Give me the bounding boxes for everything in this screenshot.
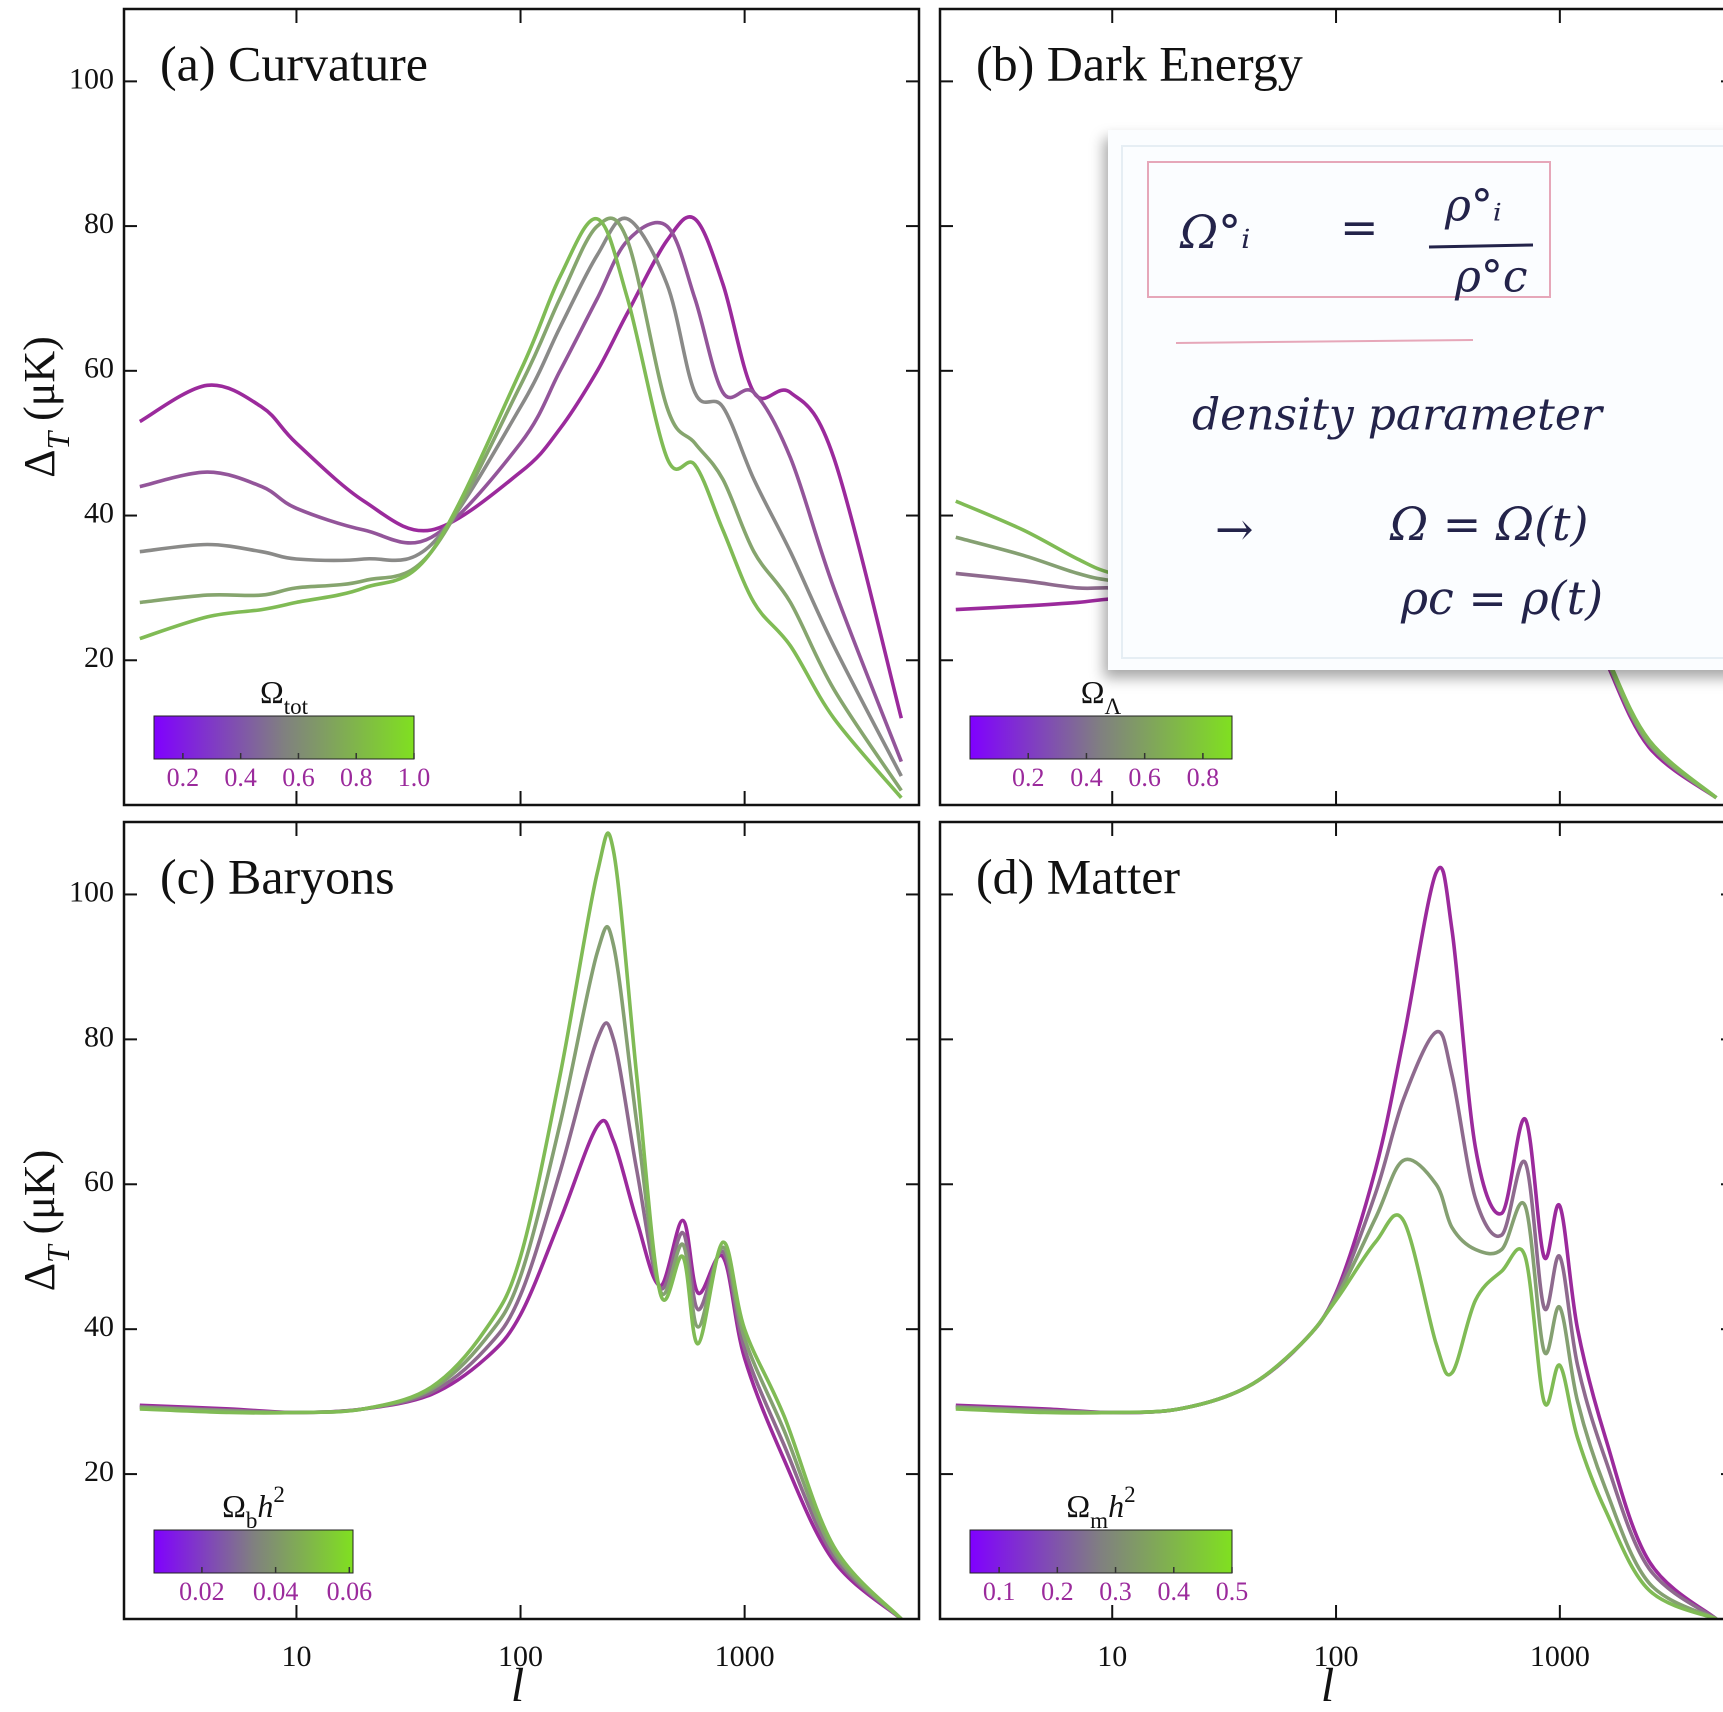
colorbar-tick-label: 0.8 bbox=[1187, 763, 1220, 792]
colorbar-tick-label: 0.2 bbox=[1041, 1577, 1074, 1606]
colorbar bbox=[970, 716, 1232, 759]
label-part: Ω bbox=[222, 1488, 246, 1524]
label-part: 2 bbox=[1124, 1481, 1136, 1507]
plot-frame bbox=[940, 822, 1723, 1619]
y-tick-label: 40 bbox=[84, 1310, 114, 1343]
x-tick-label: 10 bbox=[281, 1640, 311, 1673]
colorbar-label: Ωbh2 bbox=[222, 1481, 285, 1533]
note-line: Ω = Ω(t) bbox=[1389, 497, 1588, 551]
colorbar-tick-label: 0.4 bbox=[224, 763, 257, 792]
panel-title: (a) Curvature bbox=[160, 35, 428, 91]
x-axis-label: l bbox=[1321, 1659, 1334, 1712]
colorbar-tick-label: 0.02 bbox=[179, 1577, 225, 1606]
label-part: (μK) bbox=[15, 1150, 64, 1246]
label-part: Ω bbox=[1081, 674, 1105, 710]
label-part: h bbox=[1108, 1488, 1124, 1524]
note-numerator: ρ°ᵢ bbox=[1444, 181, 1502, 232]
series-line bbox=[140, 833, 902, 1619]
colorbar-tick-label: 0.2 bbox=[167, 763, 200, 792]
note-denominator: ρ°c bbox=[1454, 252, 1528, 303]
y-tick-label: 100 bbox=[69, 62, 114, 95]
note-caption: density parameter bbox=[1192, 390, 1605, 441]
x-tick-label: 10 bbox=[1097, 1640, 1127, 1673]
colorbar bbox=[154, 1530, 353, 1573]
page: 20 40 60 80 100 (a) Curvature ΔT (μK) 0.2 0.4 0.6… bbox=[0, 0, 1723, 1712]
label-part: h bbox=[257, 1488, 273, 1524]
label-part: b bbox=[246, 1507, 258, 1533]
colorbar-tick-label: 0.1 bbox=[983, 1577, 1016, 1606]
colorbar-tick-label: 0.06 bbox=[327, 1577, 373, 1606]
y-tick-label: 80 bbox=[84, 207, 114, 240]
label-part: 2 bbox=[273, 1481, 285, 1507]
y-tick-label: 80 bbox=[84, 1020, 114, 1053]
label-part: m bbox=[1090, 1507, 1108, 1533]
colorbar-tick-label: 1.0 bbox=[398, 763, 431, 792]
colorbar-tick-label: 0.8 bbox=[340, 763, 373, 792]
note-card: Ω°ᵢ = ρ°ᵢ ρ°c density parameter → Ω = Ω(… bbox=[1108, 130, 1723, 670]
series-line bbox=[140, 218, 902, 790]
y-tick-label: 60 bbox=[84, 352, 114, 385]
y-tick-label: 60 bbox=[84, 1165, 114, 1198]
label-part: Δ bbox=[15, 450, 64, 478]
colorbar-tick-label: 0.2 bbox=[1012, 763, 1045, 792]
note-lhs: Ω°ᵢ bbox=[1179, 205, 1250, 259]
colorbar-tick-label: 0.6 bbox=[282, 763, 315, 792]
y-tick-label: 20 bbox=[84, 641, 114, 674]
colorbar-tick-label: 0.3 bbox=[1099, 1577, 1132, 1606]
label-part: Ω bbox=[260, 674, 284, 710]
x-axis-label: l bbox=[511, 1659, 524, 1712]
y-tick-label: 20 bbox=[84, 1455, 114, 1488]
colorbar-tick-label: 0.4 bbox=[1070, 763, 1103, 792]
colorbar bbox=[154, 716, 414, 759]
colorbar-tick-label: 0.5 bbox=[1216, 1577, 1249, 1606]
x-tick-label: 1000 bbox=[715, 1640, 775, 1673]
note-arrow: → bbox=[1215, 502, 1254, 556]
panel-title: (b) Dark Energy bbox=[976, 35, 1303, 91]
label-part: Ω bbox=[1066, 1488, 1090, 1524]
colorbar-tick-label: 0.4 bbox=[1158, 1577, 1191, 1606]
colorbar-label: ΩΛ bbox=[1081, 674, 1122, 719]
x-tick-label: 1000 bbox=[1530, 1640, 1590, 1673]
colorbar-tick-label: 0.04 bbox=[253, 1577, 299, 1606]
y-tick-label: 40 bbox=[84, 496, 114, 529]
colorbar-label: Ωmh2 bbox=[1066, 1481, 1135, 1533]
colorbar-tick-label: 0.6 bbox=[1128, 763, 1161, 792]
series-line bbox=[140, 223, 902, 762]
panel-title: (d) Matter bbox=[976, 848, 1180, 904]
label-part: l bbox=[1321, 1659, 1334, 1712]
label-part: Λ bbox=[1105, 693, 1122, 719]
label-part: (μK) bbox=[15, 336, 64, 432]
panel-title: (c) Baryons bbox=[160, 848, 395, 904]
note-line: ρc = ρ(t) bbox=[1400, 571, 1603, 625]
label-part: Δ bbox=[15, 1263, 64, 1291]
series-line bbox=[140, 218, 902, 776]
colorbar bbox=[970, 1530, 1232, 1573]
label-part: l bbox=[511, 1659, 524, 1712]
note-eq: = bbox=[1340, 200, 1379, 254]
figure: 20 40 60 80 100 (a) Curvature ΔT (μK) 0.2 0.4 0.6… bbox=[0, 0, 1723, 1712]
series-line bbox=[140, 219, 902, 798]
y-axis-label: ΔT (μK) bbox=[15, 336, 76, 478]
label-part: tot bbox=[284, 693, 309, 719]
y-axis-label: ΔT (μK) bbox=[15, 1150, 76, 1292]
y-tick-label: 100 bbox=[69, 875, 114, 908]
note-fraction-bar bbox=[1429, 245, 1533, 247]
colorbar-label: Ωtot bbox=[260, 674, 309, 719]
